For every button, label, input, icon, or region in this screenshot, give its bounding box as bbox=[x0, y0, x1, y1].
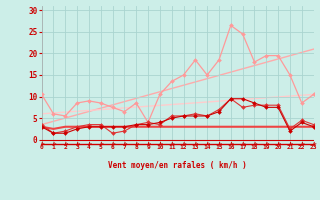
X-axis label: Vent moyen/en rafales ( km/h ): Vent moyen/en rafales ( km/h ) bbox=[108, 161, 247, 170]
